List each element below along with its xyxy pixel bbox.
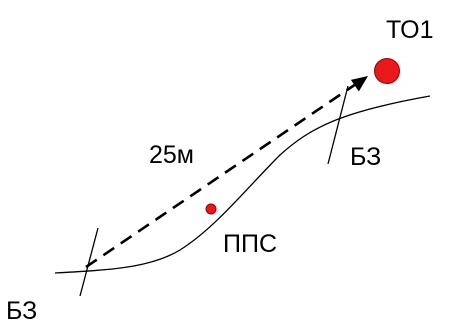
border-line-right	[327, 85, 349, 165]
arrow-head	[350, 76, 368, 92]
route-curve	[54, 95, 431, 274]
distance-label: 25м	[149, 141, 194, 169]
border-line-left	[79, 227, 99, 297]
waypoint-label: ППС	[223, 230, 277, 258]
border-label-right: БЗ	[350, 143, 381, 171]
target-label: ТО1	[386, 16, 434, 44]
border-label-left: БЗ	[6, 297, 37, 322]
distance-line	[85, 82, 357, 269]
waypoint-marker	[205, 203, 217, 215]
target-marker	[374, 58, 400, 84]
